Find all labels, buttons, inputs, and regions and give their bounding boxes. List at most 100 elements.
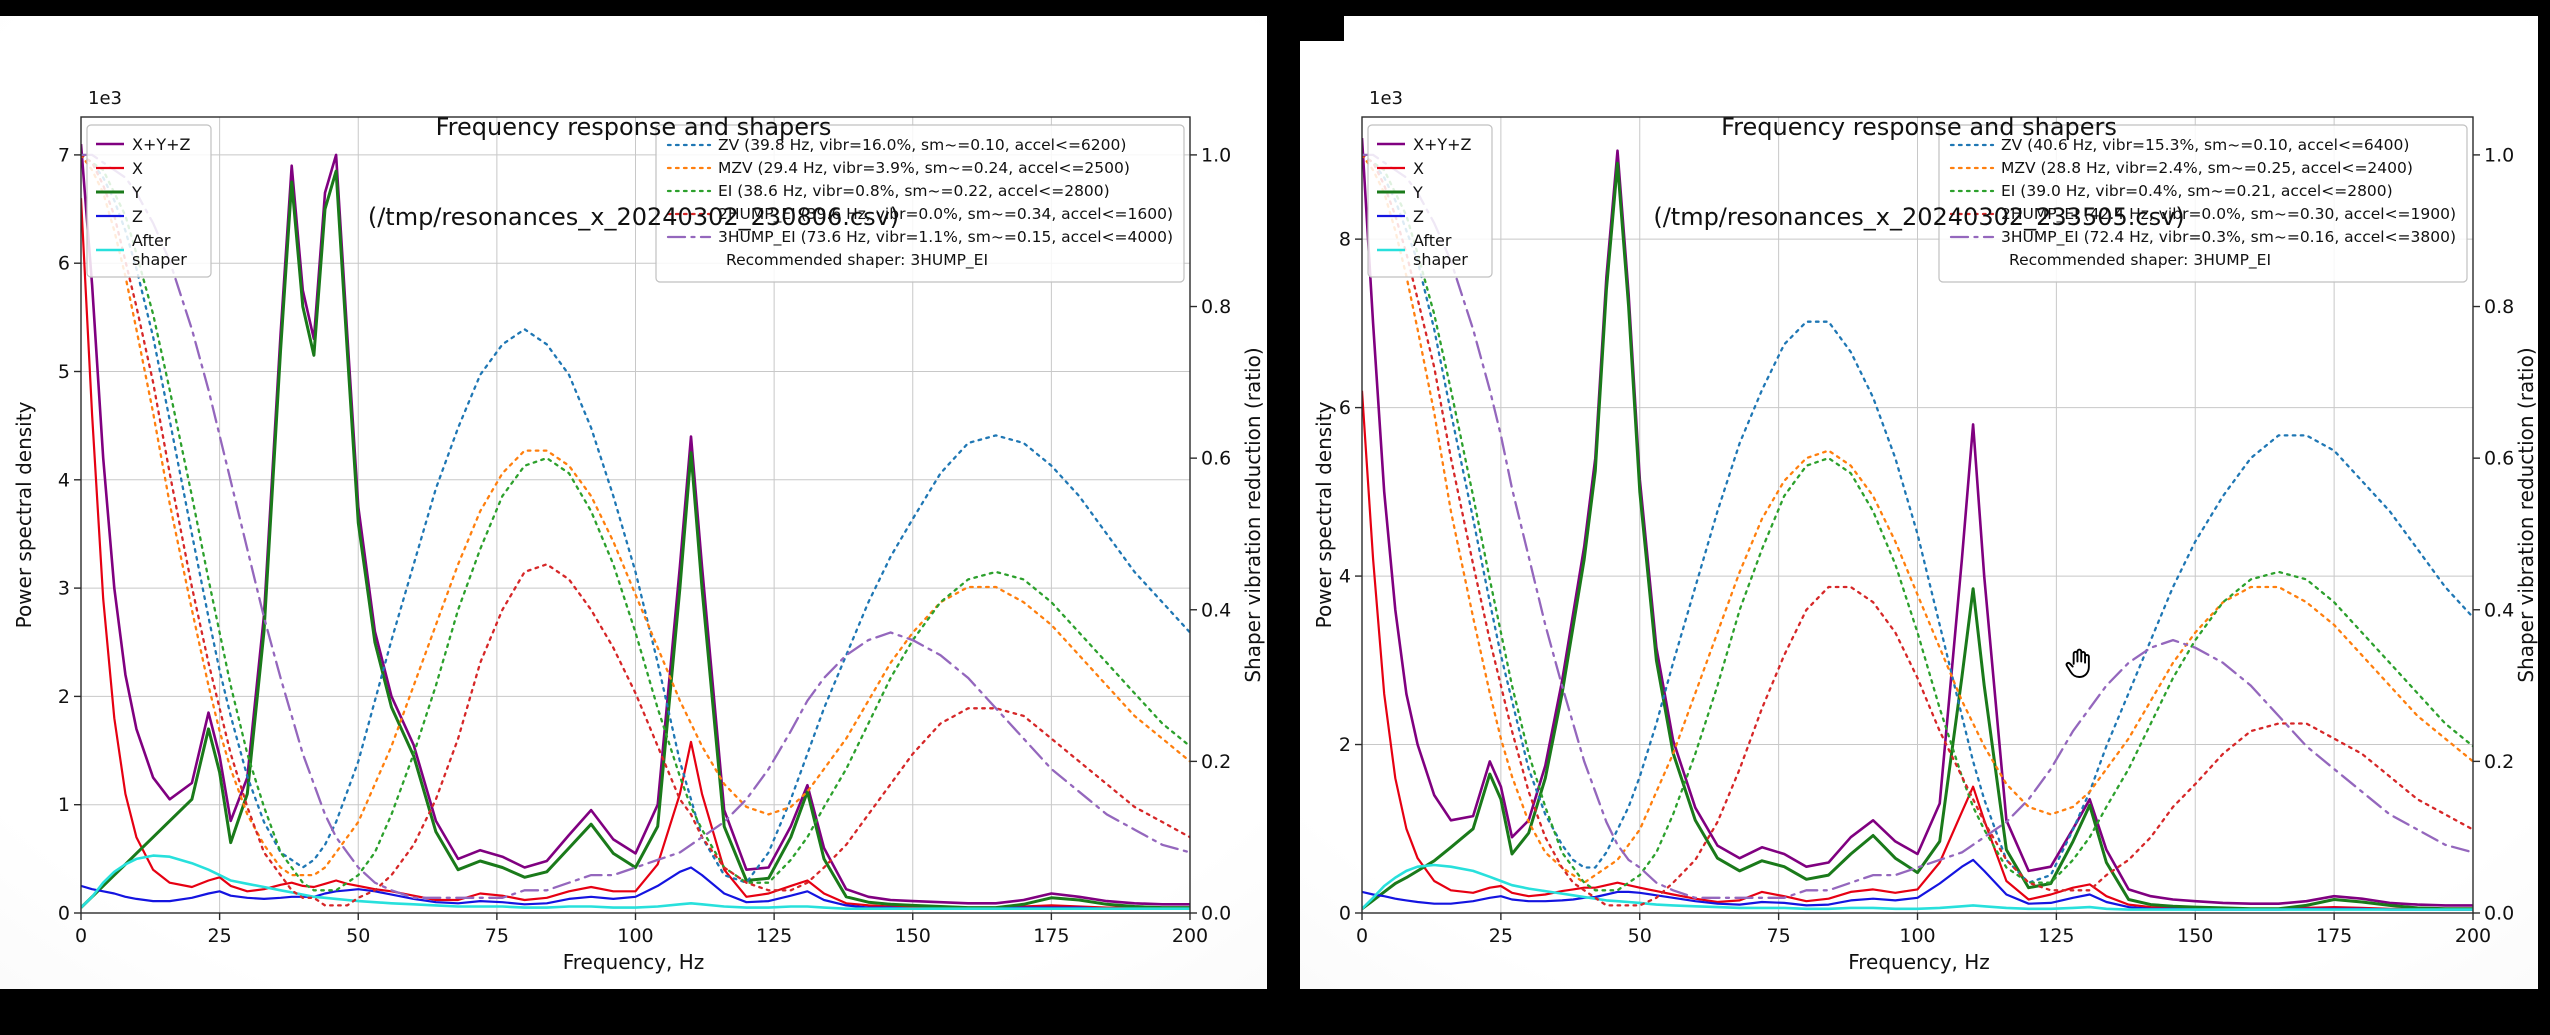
curve-zv	[81, 153, 1190, 885]
svg-text:0.0: 0.0	[1201, 903, 1231, 925]
svg-text:0.4: 0.4	[1201, 599, 1231, 621]
svg-text:Z: Z	[132, 207, 143, 226]
curve-mzv	[1362, 153, 2473, 885]
svg-text:Y: Y	[131, 183, 142, 202]
svg-text:5: 5	[58, 361, 70, 383]
svg-text:200: 200	[1172, 925, 1208, 947]
window-chrome-notch	[1300, 16, 1344, 41]
hand-cursor-icon	[2060, 646, 2098, 684]
svg-text:0.8: 0.8	[1201, 296, 1231, 318]
curve-2hump-ei	[81, 153, 1190, 907]
tick-labels: 0 25 50 75 100 125 150 175 200 0 2 4 6 8 0.0 0.2 0.4 0.6 0…	[1339, 144, 2514, 947]
svg-text:Z: Z	[1413, 207, 1424, 226]
curve-zv	[1362, 153, 2473, 885]
svg-text:150: 150	[895, 925, 931, 947]
svg-text:X: X	[132, 159, 143, 178]
shaper-legend-entry: 2HUMP_EI (39.6 Hz, vibr=0.0%, sm~=0.34, …	[718, 205, 1173, 224]
svg-text:1.0: 1.0	[2484, 144, 2514, 166]
svg-text:8: 8	[1339, 229, 1351, 251]
svg-text:0: 0	[1356, 925, 1368, 947]
svg-text:0: 0	[75, 925, 87, 947]
chart-title-left: Frequency response and shapers (/tmp/res…	[0, 52, 1267, 292]
curve-y	[1362, 161, 2473, 911]
figure-canvas-right: 0 25 50 75 100 125 150 175 200 0 2 4 6 8 0.0 0.2 0.4 0.6 0…	[1339, 116, 2514, 947]
svg-text:X: X	[1413, 159, 1424, 178]
svg-text:50: 50	[346, 925, 370, 947]
recommended-shaper-text: Recommended shaper: 3HUMP_EI	[726, 251, 988, 270]
svg-text:150: 150	[2177, 925, 2213, 947]
svg-text:6: 6	[58, 253, 70, 275]
chart-subtitle: (/tmp/resonances_x_20240302_233505.csv)	[1653, 203, 2185, 231]
recommended-shaper-text: Recommended shaper: 3HUMP_EI	[2009, 251, 2271, 270]
svg-text:6: 6	[1339, 397, 1351, 419]
shaper-curves	[1362, 153, 2473, 907]
svg-text:200: 200	[2455, 925, 2491, 947]
svg-text:X+Y+Z: X+Y+Z	[132, 135, 191, 154]
svg-text:shaper: shaper	[132, 250, 187, 269]
chart-title-right: Frequency response and shapers (/tmp/res…	[1300, 52, 2538, 292]
svg-text:Y: Y	[1412, 183, 1423, 202]
svg-text:0.8: 0.8	[2484, 296, 2514, 318]
y-axis-label-right: Shaper vibration reduction (ratio)	[2514, 347, 2538, 683]
shaper-legend-entry: 2HUMP_EI (42.4 Hz, vibr=0.0%, sm~=0.30, …	[2001, 205, 2456, 224]
svg-text:0.2: 0.2	[1201, 751, 1231, 773]
svg-text:shaper: shaper	[1413, 250, 1468, 269]
svg-text:125: 125	[2038, 925, 2074, 947]
svg-text:0.6: 0.6	[1201, 448, 1231, 470]
svg-text:X+Y+Z: X+Y+Z	[1413, 135, 1472, 154]
y-axis-offset-text: 1e3	[88, 88, 122, 109]
tick-marks	[74, 154, 1197, 920]
svg-text:0.4: 0.4	[2484, 599, 2514, 621]
svg-text:After: After	[132, 231, 171, 250]
svg-text:1.0: 1.0	[1201, 144, 1231, 166]
shaper-legend-entry: EI (38.6 Hz, vibr=0.8%, sm~=0.22, accel<…	[718, 182, 1110, 200]
shaper-legend-entry: 3HUMP_EI (73.6 Hz, vibr=1.1%, sm~=0.15, …	[718, 228, 1173, 247]
svg-text:7: 7	[58, 144, 70, 166]
figure-canvas-left: 0 25 50 75 100 125 150 175 200 0 1 2 3 4 5 6 7 0.0 0.2 0.4 0…	[58, 116, 1231, 947]
shaper-legend-entry: EI (39.0 Hz, vibr=0.4%, sm~=0.21, accel<…	[2001, 182, 2393, 200]
psd-curves	[1362, 138, 2473, 911]
svg-text:25: 25	[1489, 925, 1513, 947]
y-axis-offset-text: 1e3	[1369, 88, 1403, 109]
figure-panel-left: 0 25 50 75 100 125 150 175 200 0 1 2 3 4 5 6 7 0.0 0.2 0.4 0…	[0, 16, 1267, 989]
svg-text:4: 4	[58, 469, 70, 491]
curve-x-y-z	[1362, 138, 2473, 907]
chart-subtitle: (/tmp/resonances_x_20240302_230806.csv)	[367, 203, 900, 231]
svg-text:100: 100	[1899, 925, 1935, 947]
x-axis-label: Frequency, Hz	[562, 950, 705, 974]
shaper-legend-entry: ZV (39.8 Hz, vibr=16.0%, sm~=0.10, accel…	[718, 136, 1126, 154]
svg-text:0.6: 0.6	[2484, 448, 2514, 470]
svg-text:0: 0	[1339, 903, 1351, 925]
shaper-legend-entry: 3HUMP_EI (72.4 Hz, vibr=0.3%, sm~=0.16, …	[2001, 228, 2456, 247]
shaper-legend: ZV (39.8 Hz, vibr=16.0%, sm~=0.10, accel…	[655, 124, 1185, 283]
figure-panel-right: 0 25 50 75 100 125 150 175 200 0 2 4 6 8 0.0 0.2 0.4 0.6 0…	[1300, 16, 2538, 989]
svg-text:50: 50	[1628, 925, 1652, 947]
svg-text:75: 75	[485, 925, 509, 947]
svg-text:175: 175	[1033, 925, 1069, 947]
curve-after-shaper	[81, 854, 1190, 910]
svg-text:1: 1	[58, 794, 70, 816]
svg-text:175: 175	[2316, 925, 2352, 947]
svg-text:3: 3	[58, 578, 70, 600]
curve-mzv	[81, 153, 1190, 877]
svg-text:2: 2	[1339, 734, 1351, 756]
shaper-legend-entry: ZV (40.6 Hz, vibr=15.3%, sm~=0.10, accel…	[2001, 136, 2409, 154]
tick-marks	[1355, 154, 2480, 920]
shaper-legend-entry: MZV (29.4 Hz, vibr=3.9%, sm~=0.24, accel…	[718, 159, 1130, 177]
svg-text:25: 25	[208, 925, 232, 947]
chart-title-line1: Frequency response and shapers	[1721, 113, 2117, 141]
shaper-legend: ZV (40.6 Hz, vibr=15.3%, sm~=0.10, accel…	[1938, 124, 2468, 283]
curve-ei	[81, 153, 1190, 892]
svg-text:0.0: 0.0	[2484, 903, 2514, 925]
curve-y	[81, 169, 1190, 910]
y-axis-label-right: Shaper vibration reduction (ratio)	[1241, 347, 1265, 683]
y-axis-label-left: Power spectral density	[12, 401, 36, 629]
svg-text:4: 4	[1339, 566, 1351, 588]
svg-text:75: 75	[1767, 925, 1791, 947]
y-axis-label-left: Power spectral density	[1312, 401, 1336, 629]
svg-text:0: 0	[58, 903, 70, 925]
curve-3hump-ei	[1362, 153, 2473, 899]
shaper-curves	[81, 153, 1190, 907]
